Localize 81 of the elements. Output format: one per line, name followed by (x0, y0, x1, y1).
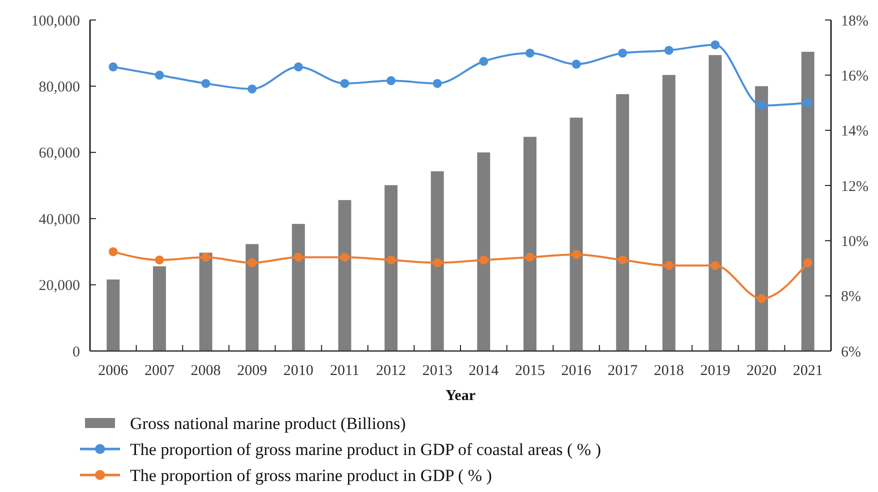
y2-tick-label: 12% (841, 178, 868, 195)
point (294, 252, 303, 262)
y2-tick-label: 14% (841, 124, 868, 140)
y2-tick-label: 8% (841, 289, 861, 306)
bar (755, 86, 768, 351)
point (757, 294, 766, 304)
point (803, 258, 812, 268)
point (572, 60, 581, 69)
x-tick-label: 2013 (422, 363, 452, 379)
point (432, 258, 442, 268)
point (294, 62, 303, 72)
legend-label: The proportion of gross marine product in GDP ( % ) (130, 466, 492, 485)
bar (430, 171, 444, 351)
point (572, 250, 581, 259)
x-tick-label: 2008 (190, 363, 221, 379)
bar (616, 94, 630, 351)
point (248, 258, 257, 268)
point (201, 78, 210, 88)
bar (199, 252, 212, 351)
point (479, 56, 488, 66)
y-tick-label: 20,000 (38, 278, 80, 294)
y2-tick-label: 16% (841, 68, 868, 84)
point (757, 101, 766, 110)
point (803, 98, 812, 108)
y-tick-label: 80,000 (38, 79, 80, 96)
x-tick-label: 2019 (700, 363, 730, 379)
bar (292, 224, 305, 351)
bar (106, 280, 120, 351)
point (664, 260, 674, 270)
point (432, 78, 442, 88)
x-tick-label: 2014 (468, 363, 500, 379)
point (525, 48, 534, 58)
point (108, 247, 118, 256)
x-tick-label: 2007 (144, 363, 175, 379)
bar (338, 200, 352, 351)
bar (246, 244, 259, 351)
point (618, 255, 628, 264)
point (479, 255, 488, 264)
y2-tick-label: 10% (841, 234, 868, 250)
x-tick-label: 2021 (792, 363, 823, 379)
point (525, 252, 534, 262)
point (248, 84, 257, 94)
bar (708, 55, 722, 351)
legend-label: The proportion of gross marine product in GDP of coastal areas ( % ) (130, 440, 601, 459)
point (618, 48, 628, 58)
point (664, 46, 674, 55)
x-tick-label: 2009 (237, 363, 268, 379)
bar (477, 152, 490, 351)
point (154, 255, 164, 264)
y-tick-label: 0 (72, 344, 80, 360)
y-tick-label: 60,000 (38, 146, 80, 162)
point (710, 260, 720, 270)
bar (384, 185, 398, 351)
y-tick-label: 100,000 (31, 13, 80, 30)
point (154, 70, 164, 80)
x-tick-label: 2006 (98, 363, 129, 379)
point (340, 252, 350, 262)
point (108, 62, 118, 72)
bar (152, 266, 166, 351)
y2-tick-label: 18% (841, 13, 868, 30)
x-tick-label: 2015 (514, 363, 545, 379)
point (386, 76, 396, 86)
point (386, 255, 396, 264)
point (340, 78, 350, 88)
x-tick-label: 2020 (746, 363, 777, 379)
x-tick-label: 2010 (283, 363, 314, 379)
x-tick-label: 2018 (654, 363, 684, 379)
x-tick-label: 2012 (376, 363, 406, 379)
bar (570, 118, 583, 351)
y2-tick-label: 6% (841, 344, 861, 360)
point (710, 40, 720, 50)
bar (801, 52, 814, 351)
bar (523, 136, 536, 351)
y-tick-label: 40,000 (38, 212, 80, 228)
x-tick-label: 2017 (608, 363, 638, 379)
x-tick-label: 2016 (561, 363, 592, 379)
x-axis-title: Year (446, 388, 476, 404)
x-tick-label: 2011 (330, 363, 360, 379)
bar (662, 74, 676, 351)
point (201, 252, 210, 262)
legend-label: Gross national marine product (Billions) (130, 414, 406, 433)
